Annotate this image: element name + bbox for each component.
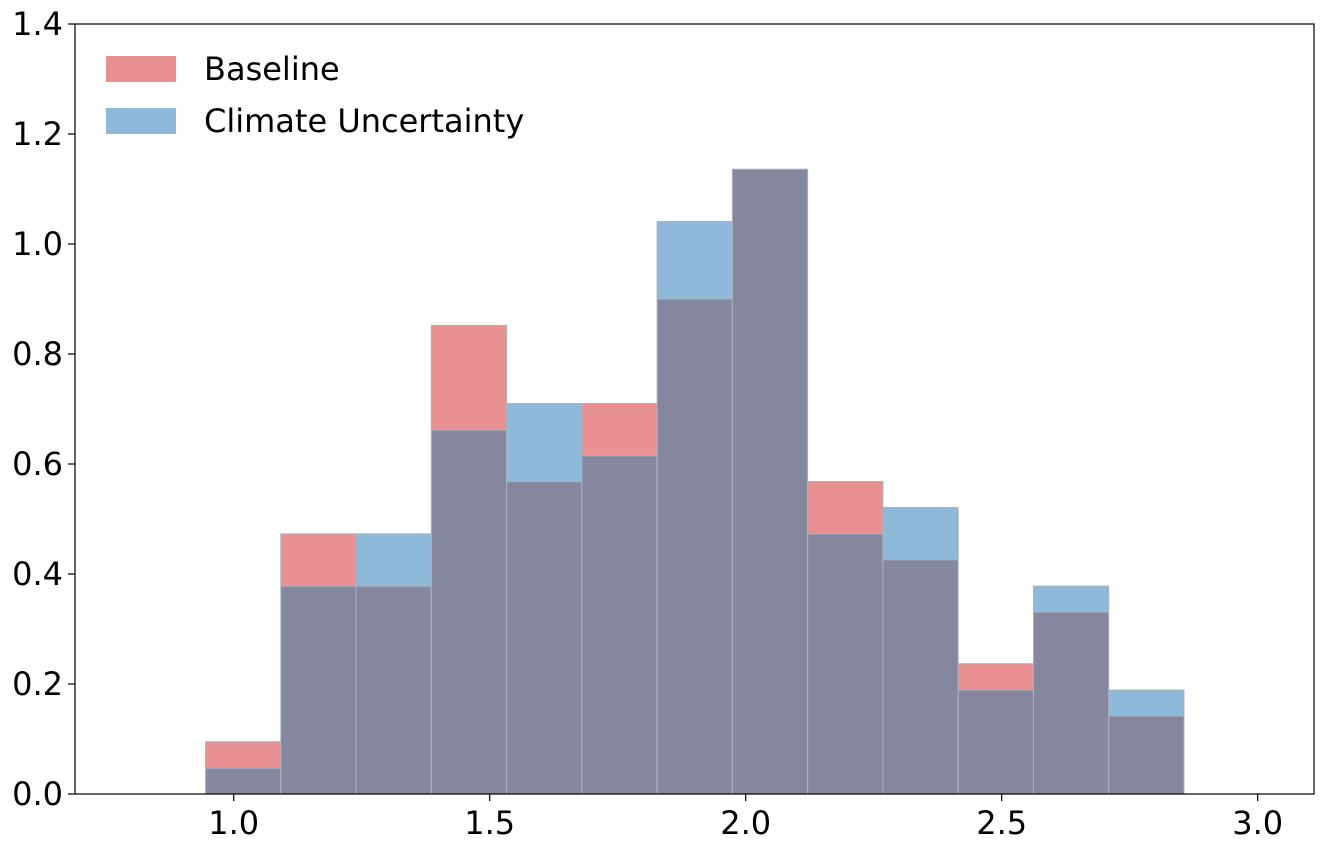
y-tick-label: 0.6 xyxy=(12,445,63,483)
x-axis: 1.0 1.5 2.0 2.5 3.0 xyxy=(208,794,1283,842)
y-tick-label: 1.0 xyxy=(12,225,63,263)
histogram-bar-climate-uncertainty-2 xyxy=(355,533,432,587)
histogram-bar-overlap-2 xyxy=(355,585,432,795)
histogram-bar-overlap-6 xyxy=(656,298,733,795)
histogram-bar-overlap-12 xyxy=(1108,715,1185,795)
x-tick-label: 1.5 xyxy=(464,804,515,842)
y-tick-label: 1.4 xyxy=(12,5,63,43)
y-tick-label: 0.0 xyxy=(12,775,63,813)
y-tick-label: 0.8 xyxy=(12,335,63,373)
histogram-bar-overlap-8 xyxy=(807,533,884,795)
legend-swatch-baseline xyxy=(106,56,176,82)
x-tick-label: 2.0 xyxy=(720,804,771,842)
histogram-bar-overlap-0 xyxy=(205,767,282,795)
y-tick-label: 0.4 xyxy=(12,555,63,593)
histogram-bar-overlap-11 xyxy=(1032,611,1110,795)
x-tick-label: 2.5 xyxy=(976,804,1027,842)
y-axis: 0.0 0.2 0.4 0.6 0.8 1.0 1.2 1.4 xyxy=(12,5,75,813)
histogram-bar-climate-uncertainty-6 xyxy=(656,220,733,300)
legend: Baseline Climate Uncertainty xyxy=(106,50,524,140)
y-tick-label: 0.2 xyxy=(12,665,63,703)
histogram-bar-baseline-3 xyxy=(430,324,508,431)
histogram-bar-baseline-5 xyxy=(581,403,658,457)
legend-swatch-climate-uncertainty xyxy=(106,108,176,134)
x-tick-label: 1.0 xyxy=(208,804,259,842)
histogram-bar-overlap-9 xyxy=(882,559,959,795)
histogram-bar-overlap-3 xyxy=(430,429,508,795)
histogram-bar-overlap-5 xyxy=(581,455,658,795)
histogram-bar-baseline-0 xyxy=(205,741,282,769)
bars-layer xyxy=(205,168,1185,795)
histogram-bar-baseline-8 xyxy=(807,481,884,535)
y-tick-label: 1.2 xyxy=(12,115,63,153)
legend-label-baseline: Baseline xyxy=(204,50,340,88)
histogram-bar-overlap-10 xyxy=(957,689,1034,795)
x-tick-label: 3.0 xyxy=(1232,804,1283,842)
histogram-bar-overlap-4 xyxy=(506,481,583,795)
plot-frame xyxy=(74,23,1315,795)
histogram-bar-baseline-1 xyxy=(280,533,357,587)
histogram-bar-climate-uncertainty-4 xyxy=(506,403,583,483)
legend-label-climate-uncertainty: Climate Uncertainty xyxy=(204,102,524,140)
histogram-bar-overlap-7 xyxy=(731,168,809,795)
histogram-bar-climate-uncertainty-9 xyxy=(882,506,959,561)
histogram-bar-climate-uncertainty-12 xyxy=(1108,689,1185,717)
histogram-bar-climate-uncertainty-11 xyxy=(1032,585,1110,613)
histogram-bar-baseline-10 xyxy=(957,663,1034,691)
histogram-bar-overlap-1 xyxy=(280,585,357,795)
